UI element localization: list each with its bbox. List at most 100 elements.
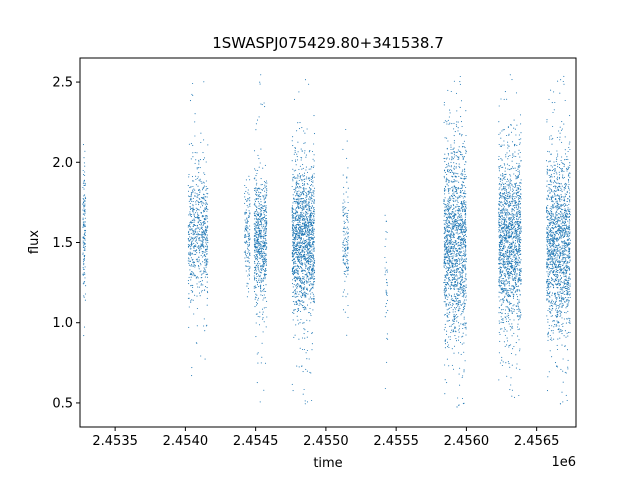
data-point: [310, 207, 312, 210]
data-point: [295, 270, 297, 272]
data-point: [514, 266, 516, 268]
data-point: [312, 158, 314, 160]
data-point: [311, 236, 313, 238]
data-point: [453, 255, 455, 257]
data-point: [265, 261, 268, 263]
data-point: [460, 272, 462, 274]
data-point: [499, 250, 501, 252]
data-point: [188, 297, 190, 299]
data-point: [457, 289, 459, 291]
data-point: [262, 262, 264, 264]
data-point: [385, 238, 387, 240]
data-point: [309, 229, 311, 231]
data-point: [305, 220, 307, 222]
data-point: [457, 329, 459, 331]
data-point: [461, 289, 463, 291]
data-point: [203, 211, 205, 213]
data-point: [255, 123, 257, 125]
data-point: [247, 228, 249, 230]
data-point: [264, 232, 266, 234]
data-point: [453, 220, 455, 222]
data-point: [190, 245, 193, 247]
data-point: [257, 169, 259, 172]
data-point: [311, 244, 313, 246]
data-point: [259, 276, 261, 278]
data-point: [306, 198, 308, 201]
data-point: [313, 269, 315, 271]
data-point: [446, 341, 449, 343]
data-point: [295, 324, 297, 326]
data-point: [453, 293, 455, 295]
data-point: [292, 271, 294, 273]
data-point: [304, 224, 306, 226]
data-point: [464, 252, 466, 254]
data-point: [255, 267, 257, 269]
data-point: [305, 227, 307, 229]
data-point: [301, 192, 303, 194]
data-point: [306, 250, 308, 252]
data-point: [453, 250, 455, 253]
data-point: [205, 274, 207, 276]
data-point: [292, 246, 295, 248]
data-point: [463, 140, 465, 142]
data-point: [187, 260, 189, 262]
data-point: [462, 222, 464, 225]
data-point: [195, 245, 197, 247]
data-point: [454, 327, 456, 329]
data-point: [345, 254, 347, 256]
data-point: [464, 178, 466, 180]
data-point: [385, 230, 387, 233]
data-point: [259, 281, 261, 283]
data-point: [450, 329, 453, 331]
data-point: [309, 191, 311, 194]
data-point: [300, 219, 302, 221]
data-point: [508, 226, 511, 228]
data-point: [346, 247, 348, 249]
data-point: [304, 403, 306, 405]
data-point: [253, 285, 255, 287]
data-point: [306, 219, 308, 221]
data-point: [253, 203, 255, 205]
data-point: [292, 145, 294, 147]
data-point: [262, 265, 264, 267]
data-point: [454, 187, 456, 189]
data-point: [258, 270, 260, 272]
data-point: [344, 252, 346, 254]
data-point: [313, 220, 315, 222]
data-point: [82, 198, 84, 200]
data-point: [258, 286, 260, 288]
data-point: [192, 284, 194, 286]
data-point: [190, 273, 192, 276]
data-point: [264, 164, 266, 166]
data-point: [345, 241, 347, 243]
data-point: [84, 232, 86, 234]
data-point: [244, 233, 247, 235]
data-point: [298, 168, 300, 171]
data-point: [463, 369, 465, 371]
data-point: [248, 242, 250, 244]
data-point: [303, 282, 305, 284]
data-point: [305, 279, 307, 281]
data-point: [205, 266, 207, 268]
data-point: [253, 187, 255, 189]
data-point: [191, 274, 193, 276]
data-point: [454, 263, 456, 265]
data-point: [458, 268, 460, 270]
data-point: [200, 206, 202, 208]
data-point: [292, 231, 294, 233]
data-point: [308, 221, 310, 223]
data-point: [457, 201, 459, 203]
data-point: [257, 241, 259, 243]
data-point: [444, 294, 446, 296]
data-point: [256, 263, 258, 265]
data-point: [191, 265, 193, 267]
data-point: [305, 266, 307, 268]
data-point: [346, 270, 348, 272]
data-point: [306, 238, 308, 240]
data-point: [293, 230, 295, 232]
data-point: [247, 248, 249, 250]
data-point: [204, 237, 206, 239]
data-point: [458, 373, 460, 375]
data-point: [255, 187, 257, 189]
data-point: [347, 216, 349, 218]
